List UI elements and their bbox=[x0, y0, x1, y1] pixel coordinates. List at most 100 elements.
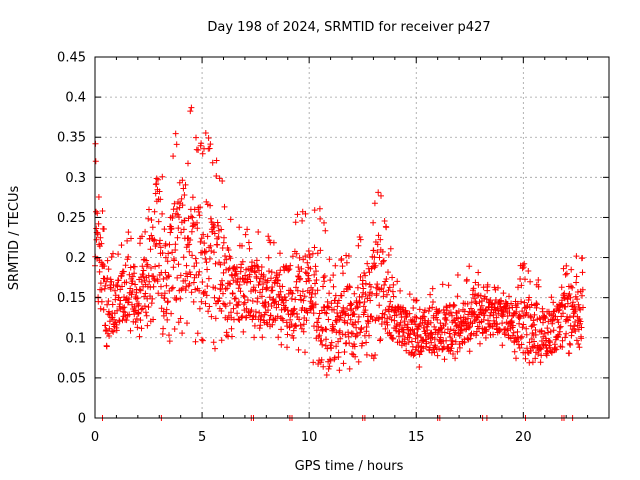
data-point bbox=[285, 267, 292, 274]
data-point bbox=[258, 313, 265, 320]
data-point bbox=[518, 282, 525, 289]
data-point bbox=[568, 266, 575, 273]
data-point bbox=[192, 255, 199, 262]
data-point bbox=[249, 259, 255, 266]
data-point bbox=[164, 316, 171, 323]
data-point bbox=[353, 324, 360, 331]
data-point bbox=[293, 250, 300, 257]
y-tick-label: 0 bbox=[78, 412, 86, 427]
data-point bbox=[454, 272, 461, 278]
data-point bbox=[425, 308, 432, 315]
data-point bbox=[362, 272, 369, 279]
data-point bbox=[264, 285, 271, 292]
data-point bbox=[137, 287, 144, 294]
data-point bbox=[125, 229, 132, 236]
data-point bbox=[268, 303, 275, 309]
y-tick-label: 0.4 bbox=[65, 91, 86, 106]
data-point bbox=[136, 333, 143, 340]
data-point bbox=[136, 286, 143, 293]
data-point bbox=[223, 256, 230, 263]
data-point bbox=[302, 349, 308, 356]
data-point bbox=[208, 313, 215, 320]
data-point bbox=[205, 135, 212, 141]
data-point bbox=[227, 255, 234, 262]
data-point bbox=[256, 325, 263, 332]
data-point bbox=[538, 352, 545, 359]
data-point bbox=[354, 332, 361, 339]
data-point bbox=[312, 301, 319, 308]
data-point bbox=[321, 278, 328, 285]
data-point bbox=[331, 306, 337, 313]
data-point bbox=[247, 278, 254, 285]
data-point bbox=[317, 247, 324, 254]
data-point bbox=[252, 287, 259, 294]
data-point bbox=[207, 141, 214, 148]
data-point bbox=[178, 229, 185, 236]
data-point bbox=[338, 292, 345, 299]
data-point bbox=[265, 254, 272, 261]
data-point bbox=[439, 281, 446, 288]
data-points bbox=[92, 104, 586, 421]
data-point bbox=[253, 257, 260, 264]
chart-title: Day 198 of 2024, SRMTID for receiver p42… bbox=[207, 20, 490, 35]
data-point bbox=[188, 228, 195, 235]
data-point bbox=[142, 309, 149, 316]
data-point bbox=[387, 298, 394, 305]
data-point bbox=[255, 229, 262, 235]
data-point bbox=[326, 363, 333, 370]
data-point bbox=[221, 203, 228, 210]
data-point bbox=[105, 266, 112, 273]
data-point bbox=[186, 248, 193, 255]
data-point bbox=[560, 265, 567, 272]
data-point bbox=[496, 328, 503, 335]
data-point bbox=[165, 273, 172, 280]
data-point bbox=[388, 334, 395, 341]
data-point bbox=[153, 175, 160, 182]
data-point bbox=[525, 268, 532, 274]
data-point bbox=[359, 340, 366, 347]
data-point bbox=[556, 328, 563, 335]
data-point bbox=[218, 226, 225, 233]
data-point bbox=[168, 225, 175, 232]
data-point bbox=[104, 301, 111, 308]
data-point bbox=[213, 157, 220, 164]
data-point bbox=[254, 295, 261, 302]
data-point bbox=[562, 334, 569, 341]
data-point bbox=[145, 304, 152, 310]
data-point bbox=[436, 307, 443, 314]
data-point bbox=[118, 242, 125, 249]
data-point bbox=[345, 333, 352, 340]
data-point bbox=[371, 254, 378, 261]
data-point bbox=[143, 312, 150, 319]
data-point bbox=[241, 299, 248, 306]
data-point bbox=[103, 278, 110, 285]
data-point bbox=[535, 277, 542, 283]
data-point bbox=[378, 285, 385, 292]
data-point bbox=[260, 281, 267, 287]
data-point bbox=[361, 299, 368, 305]
data-point bbox=[426, 305, 433, 312]
data-point bbox=[188, 213, 195, 220]
data-point bbox=[573, 279, 580, 286]
data-point bbox=[314, 319, 321, 326]
data-point bbox=[548, 294, 555, 301]
data-point bbox=[320, 274, 327, 281]
data-point bbox=[385, 252, 392, 258]
data-point bbox=[202, 300, 209, 307]
data-point bbox=[275, 334, 282, 341]
data-point bbox=[532, 331, 539, 338]
data-point bbox=[359, 277, 366, 284]
data-point bbox=[363, 351, 370, 358]
data-point bbox=[148, 265, 154, 271]
y-tick-label: 0.05 bbox=[57, 371, 86, 386]
data-point bbox=[519, 324, 526, 331]
data-point bbox=[508, 300, 515, 307]
data-point bbox=[575, 301, 582, 308]
data-point bbox=[188, 289, 195, 296]
data-point bbox=[345, 312, 352, 319]
data-point bbox=[312, 290, 319, 297]
data-point bbox=[315, 315, 322, 322]
data-point bbox=[245, 239, 252, 246]
data-point bbox=[340, 270, 346, 277]
data-point bbox=[95, 220, 102, 227]
